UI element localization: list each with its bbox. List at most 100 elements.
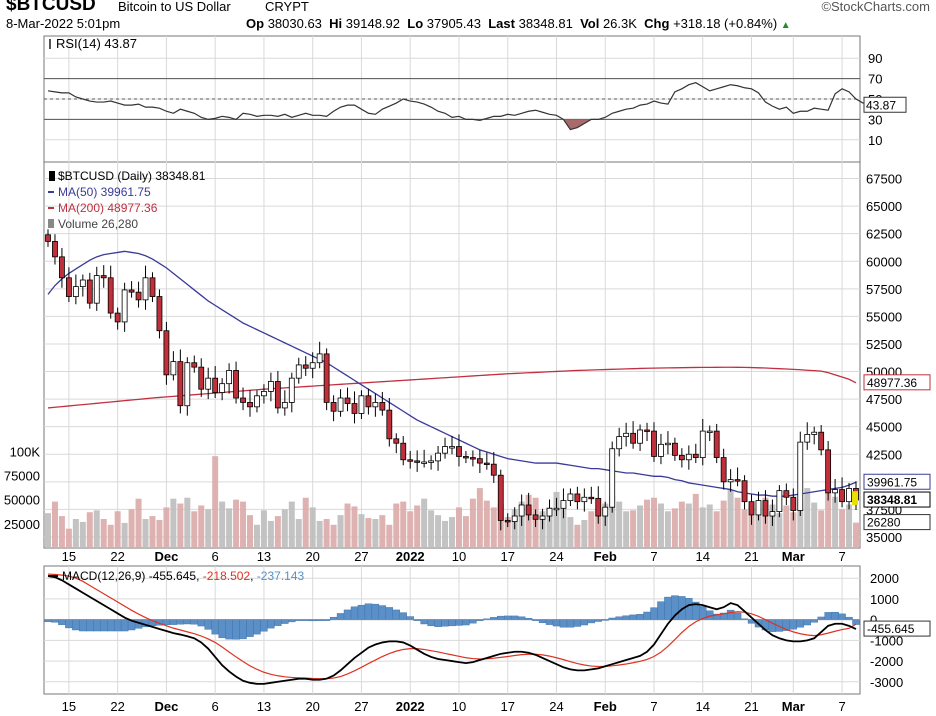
candle-body: [588, 496, 595, 500]
volume-bar: [316, 520, 323, 548]
candle-body: [678, 454, 685, 461]
macd-histogram-bar: [733, 612, 742, 620]
macd-histogram-bar: [434, 619, 442, 627]
candle-body: [463, 456, 469, 459]
volume-value: 26.3K: [602, 16, 637, 31]
candle-body: [567, 493, 574, 501]
candle-body: [699, 430, 706, 458]
candle-body: [637, 429, 643, 444]
volume-bar: [379, 515, 386, 548]
volume-bar: [428, 510, 435, 548]
candle-body: [198, 366, 205, 390]
candle-body: [490, 463, 497, 476]
volume-bar: [567, 517, 574, 548]
candle-body: [581, 496, 588, 503]
candle-body: [616, 436, 623, 450]
volume-bar: [727, 490, 734, 548]
x-tick-label: Feb: [594, 699, 617, 714]
volume-bar: [198, 505, 205, 548]
volume-bar: [595, 508, 602, 548]
macd-histogram-bar: [93, 619, 101, 632]
price-legend-icon: [49, 171, 55, 181]
rsi-y-tick-label: 10: [868, 133, 882, 148]
volume-y-tick-label: 100K: [10, 444, 41, 459]
macd-histogram-bar: [176, 619, 185, 625]
volume-bar: [699, 507, 706, 548]
volume-bar: [832, 496, 839, 548]
volume-bar: [490, 507, 497, 548]
candle-body: [706, 430, 713, 433]
candle-body: [170, 361, 177, 376]
macd-histogram-bar: [364, 603, 373, 620]
volume-bar: [553, 491, 560, 548]
macd-histogram-bar: [622, 615, 630, 620]
candle-body: [574, 493, 581, 503]
macd-y-tick-label: -2000: [870, 654, 903, 669]
candle-body: [400, 442, 407, 461]
volume-bar: [142, 519, 149, 548]
macd-histogram-bar: [253, 619, 261, 635]
volume-bar: [476, 488, 483, 548]
volume-bar: [414, 505, 421, 548]
candle-body: [755, 500, 762, 516]
volume-bar: [692, 493, 699, 548]
ma50-value-tag: [863, 473, 931, 490]
volume-y-tick-label: 75000: [4, 469, 40, 484]
macd-histogram-bar: [204, 619, 212, 630]
candle-body: [483, 462, 490, 465]
volume-bar: [616, 501, 623, 548]
candle-body: [59, 256, 65, 279]
volume-bar: [128, 509, 135, 548]
candle-body: [602, 506, 609, 517]
volume-bar: [281, 509, 288, 548]
last-label: Last: [488, 16, 515, 31]
macd-histogram-bar: [65, 619, 73, 629]
macd-label-part: MACD(12,26,9): [62, 569, 149, 583]
x-tick-label: 17: [500, 699, 514, 714]
candle-body: [212, 377, 219, 393]
macd-histogram-bar: [504, 615, 512, 620]
macd-histogram-bar: [789, 619, 798, 630]
candle-body: [421, 461, 428, 464]
volume-bar: [525, 494, 532, 548]
last-value: 38348.81: [518, 16, 573, 31]
volume-bar: [839, 509, 846, 548]
candle-body: [525, 504, 532, 516]
volume-bar: [358, 514, 365, 548]
volume-bar: [462, 516, 469, 548]
candle-body: [762, 500, 769, 517]
macd-histogram-bar: [664, 596, 672, 620]
macd-histogram-bar: [100, 619, 108, 632]
candle-body: [595, 497, 602, 517]
candle-body: [309, 362, 316, 369]
candle-body: [497, 474, 504, 521]
macd-y-tick-label: 1000: [870, 592, 899, 607]
x-tick-label: 7: [838, 699, 845, 714]
volume-bar: [630, 510, 637, 548]
x-tick-label: Mar: [782, 549, 805, 564]
volume-bar: [351, 506, 358, 548]
volume-bar: [149, 516, 156, 548]
candle-body: [226, 370, 233, 385]
macd-y-tick-label: 0: [870, 613, 877, 628]
macd-histogram-bar: [357, 604, 366, 620]
macd-label: MACD(12,26,9) -455.645, -218.502, -237.1…: [62, 569, 304, 583]
macd-label-part: ,: [196, 569, 203, 583]
macd-histogram-bar: [399, 612, 407, 620]
candle-body: [330, 402, 337, 412]
macd-histogram-bar: [796, 619, 804, 628]
candle-body: [832, 489, 839, 494]
volume-bar: [400, 501, 407, 548]
candle-body: [609, 448, 616, 508]
macd-histogram-bar: [510, 615, 519, 620]
candle-body: [546, 507, 553, 517]
candle-body: [713, 430, 720, 458]
macd-y-tick-label: 2000: [870, 571, 899, 586]
macd-histogram-bar: [72, 619, 80, 631]
macd-histogram-bar: [197, 619, 205, 627]
candle-body: [518, 504, 525, 517]
rsi-line: [47, 82, 891, 131]
x-tick-label: 7: [838, 549, 845, 564]
macd-label-part: -455.645: [149, 569, 197, 583]
